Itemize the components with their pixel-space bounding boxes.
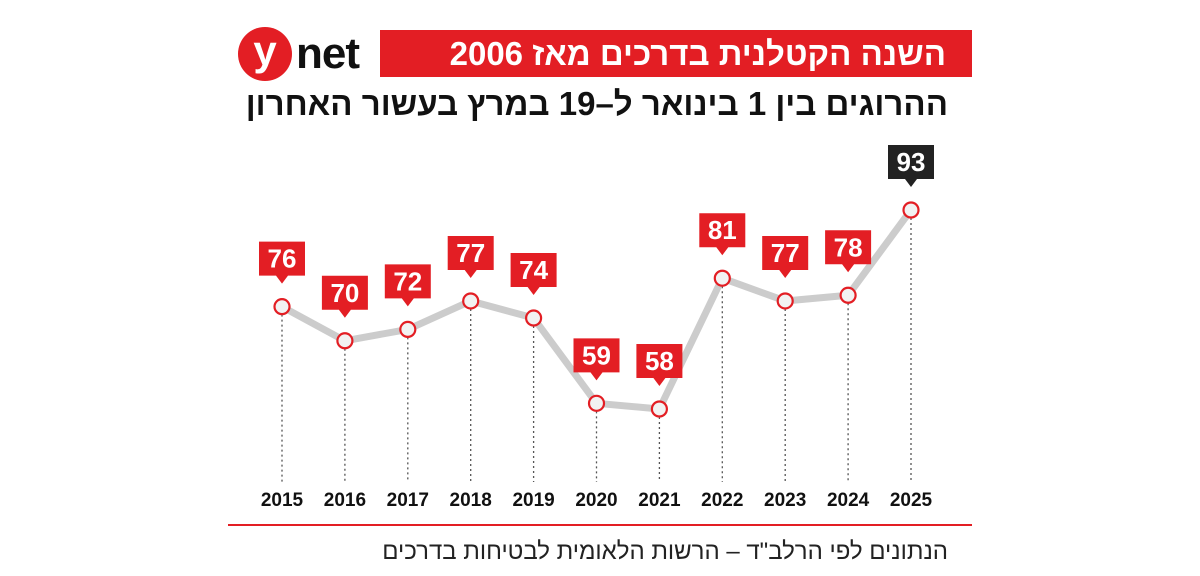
x-tick-2025: 2025 (890, 490, 933, 511)
point-2017 (399, 320, 417, 338)
source-note: הנתונים לפי הרלב"ד – הרשות הלאומית לבטיח… (382, 538, 948, 565)
point-2019 (524, 309, 543, 327)
x-tick-2018: 2018 (450, 490, 492, 511)
value-label-box-2019 (510, 253, 557, 296)
point-2025 (902, 201, 920, 219)
value-label-box-2018 (447, 235, 494, 278)
point-2024 (839, 286, 857, 304)
value-label-box-2020 (573, 338, 620, 381)
value-label-box-2015 (259, 241, 305, 284)
chart-title: השנה הקטלנית בדרכים מאז 2006 (380, 30, 972, 77)
value-label-2017: 72 (393, 266, 422, 296)
x-tick-2023: 2023 (764, 490, 806, 511)
x-tick-2016: 2016 (324, 490, 366, 511)
value-label-box-2017 (384, 264, 431, 307)
value-label-2015: 76 (268, 244, 297, 274)
x-tick-2015: 2015 (261, 490, 304, 511)
point-2023 (776, 292, 794, 310)
x-tick-2019: 2019 (512, 490, 554, 511)
point-2022 (713, 269, 731, 287)
x-tick-2021: 2021 (638, 490, 681, 511)
value-label-2023: 77 (771, 238, 800, 268)
value-label-box-2021 (636, 344, 683, 386)
value-label-2016: 70 (330, 278, 359, 308)
logo-text: net (296, 29, 360, 78)
value-label-box-2023 (762, 235, 809, 278)
x-tick-2020: 2020 (575, 490, 617, 511)
value-label-2020: 59 (582, 340, 611, 370)
value-label-box-2024 (825, 230, 872, 273)
chart-subtitle: ההרוגים בין 1 בינואר ל–19 במרץ בעשור האח… (245, 85, 948, 122)
value-label-box-2016 (321, 275, 368, 318)
point-2018 (462, 292, 480, 310)
value-label-2021: 58 (645, 346, 674, 376)
value-label-2025: 93 (897, 147, 926, 177)
point-2016 (336, 332, 354, 350)
value-label-box-2025 (888, 145, 934, 187)
value-label-2019: 74 (519, 255, 548, 285)
x-tick-2024: 2024 (827, 490, 870, 511)
logo-letter: y (238, 27, 292, 81)
value-label-2022: 81 (708, 215, 737, 245)
point-2020 (587, 394, 606, 412)
ynet-logo: y net (238, 26, 373, 82)
x-tick-2022: 2022 (701, 490, 743, 511)
point-2015 (273, 298, 291, 316)
x-tick-2017: 2017 (387, 490, 429, 511)
value-label-2024: 78 (834, 232, 863, 262)
value-label-2018: 77 (456, 238, 485, 268)
point-2021 (650, 400, 669, 418)
divider-line (228, 524, 972, 526)
value-label-box-2022 (699, 213, 746, 256)
